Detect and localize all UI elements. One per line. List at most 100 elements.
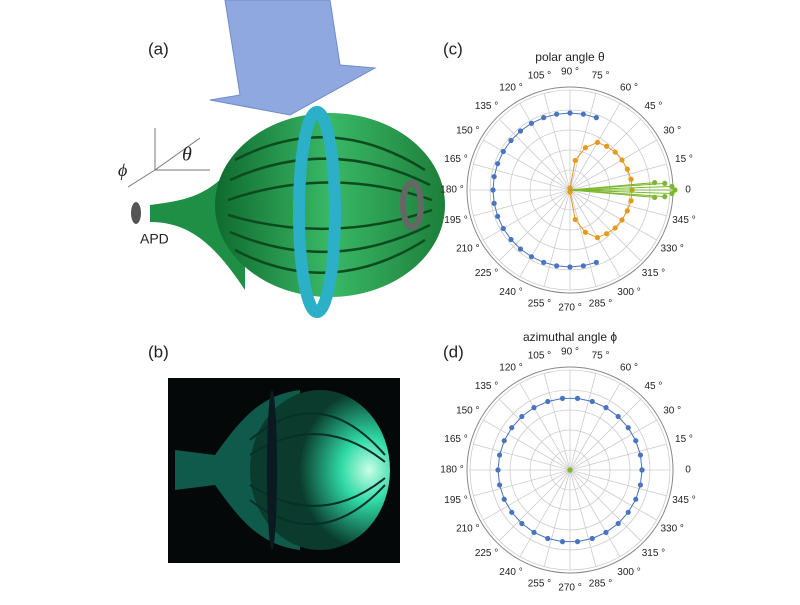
angle-tick-label: 0	[685, 185, 691, 196]
point	[500, 148, 506, 155]
point	[509, 425, 515, 431]
angle-tick-label: 285 °	[589, 579, 612, 590]
angle-tick-label: 225 °	[475, 268, 498, 279]
angle-tick-label: 45 °	[644, 381, 662, 392]
point	[559, 539, 566, 545]
angle-tick-label: 255 °	[528, 579, 551, 590]
grid-spoke	[543, 93, 571, 191]
grid-spoke	[569, 443, 667, 471]
grid-spoke	[569, 399, 641, 471]
angle-tick-label: 15 °	[675, 434, 693, 445]
point	[531, 405, 537, 411]
angle-tick-label: 300 °	[617, 287, 640, 298]
point	[662, 180, 668, 186]
point	[637, 482, 644, 488]
point	[567, 189, 573, 195]
grid-spoke	[473, 469, 571, 497]
point	[593, 259, 599, 265]
angle-tick-label: 165 °	[444, 434, 467, 445]
grid-spoke	[569, 189, 641, 261]
point	[491, 200, 497, 206]
grid-spoke	[569, 189, 657, 241]
grid-spoke	[499, 119, 571, 191]
grid-spoke	[569, 419, 657, 471]
point	[628, 198, 634, 204]
grid-spoke	[569, 103, 621, 191]
grid-spoke	[569, 373, 597, 471]
axes-sketch	[127, 128, 210, 188]
angle-tick-label: 150 °	[456, 406, 479, 417]
point	[528, 254, 535, 260]
point	[624, 208, 630, 214]
aperture	[400, 180, 424, 230]
point	[619, 217, 625, 223]
stem	[569, 185, 672, 191]
point	[593, 115, 599, 121]
grid-spoke	[569, 469, 667, 497]
panel-label: (a)	[148, 39, 169, 58]
grid-spoke	[483, 419, 571, 471]
photo-b	[168, 378, 400, 563]
point	[604, 231, 610, 237]
angle-tick-label: 345 °	[672, 495, 695, 506]
angle-tick-label: 135 °	[475, 101, 498, 112]
grid-spoke	[569, 469, 641, 541]
grid-spoke	[569, 139, 657, 191]
angle-tick-label: 270 °	[558, 303, 581, 314]
point	[669, 183, 675, 190]
panel-label: (c)	[443, 39, 463, 58]
point	[508, 137, 514, 144]
point	[615, 413, 621, 420]
angle-tick-label: 210 °	[456, 524, 479, 535]
grid-spoke	[569, 163, 667, 191]
point	[662, 194, 668, 200]
angle-tick-label: 75 °	[592, 351, 610, 362]
point	[545, 398, 551, 405]
angle-tick-label: 60 °	[620, 362, 638, 373]
point	[594, 139, 601, 145]
angle-tick-label: 315 °	[642, 268, 665, 279]
angle-tick-label: 105 °	[528, 351, 551, 362]
point	[572, 157, 578, 164]
point	[495, 213, 501, 219]
stem	[569, 189, 672, 195]
panel-label: (b)	[148, 342, 169, 361]
grid-spoke	[569, 119, 641, 191]
grid-spoke	[483, 469, 571, 521]
grid-spoke	[499, 469, 571, 541]
grid-spoke	[499, 399, 571, 471]
grid-spoke	[483, 189, 571, 241]
point	[567, 264, 573, 270]
grid-spoke	[569, 189, 667, 217]
point	[496, 482, 503, 488]
grid-spoke	[569, 383, 621, 471]
point	[633, 496, 639, 502]
stem	[569, 182, 665, 191]
point	[495, 161, 501, 167]
grid-spoke	[483, 139, 571, 191]
point	[508, 236, 514, 243]
angle-tick-label: 180 °	[440, 465, 463, 476]
angle-tick-label: 285 °	[589, 299, 612, 310]
light-arrow	[209, 0, 377, 116]
angle-tick-label: 75 °	[592, 71, 610, 82]
grid-spoke	[569, 469, 621, 557]
angle-tick-label: 345 °	[672, 215, 695, 226]
point	[545, 535, 551, 542]
point	[594, 235, 601, 241]
angle-tick-label: 105 °	[528, 71, 551, 82]
grid-spoke	[569, 189, 621, 277]
point	[652, 179, 658, 186]
point	[567, 110, 573, 116]
point	[652, 194, 658, 201]
grid-spoke	[473, 163, 571, 191]
point	[528, 120, 535, 126]
grid-spoke	[569, 469, 597, 567]
point	[491, 174, 497, 180]
angle-tick-label: 255 °	[528, 299, 551, 310]
angle-tick-label: 30 °	[663, 126, 681, 137]
point	[500, 225, 506, 232]
point	[496, 452, 503, 458]
chart-title: polar angle θ	[535, 50, 605, 64]
grid-spoke	[519, 189, 571, 277]
